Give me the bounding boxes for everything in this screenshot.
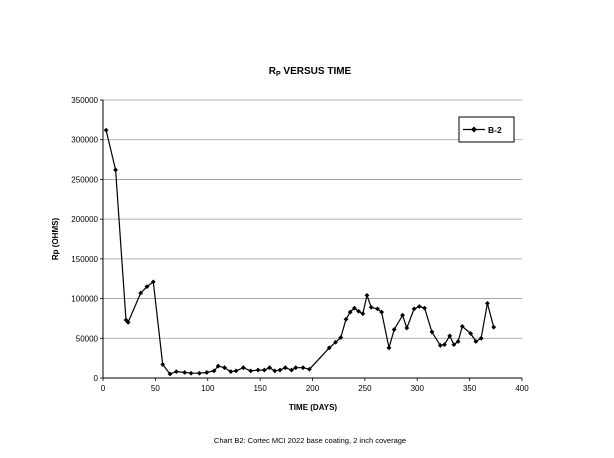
data-point [478,335,484,341]
chart-title: RP VERSUS TIME [269,66,352,78]
y-tick-label: 0 [94,374,99,383]
data-point [416,304,422,309]
data-point [468,331,474,336]
y-tick-label: 150000 [71,255,98,264]
data-point [306,366,312,372]
x-tick-label: 50 [151,384,160,393]
data-point [333,339,338,345]
chart-title-subscript: P [276,71,281,78]
data-point [411,306,417,312]
x-tick-label: 250 [358,384,372,393]
data-point [368,304,374,310]
x-tick-label: 100 [201,384,215,393]
x-tick-label: 350 [463,384,477,393]
data-point [138,290,144,296]
data-point [422,305,427,311]
series-line [105,130,495,375]
x-tick-label: 0 [101,384,106,393]
data-point [437,343,443,348]
data-point [455,339,461,344]
data-point [125,320,131,325]
data-point [282,365,288,371]
data-point [375,306,380,312]
data-point [167,371,173,377]
legend-marker [471,126,477,133]
series-b2 [103,127,497,377]
data-point [188,370,194,376]
legend-label: B-2 [488,125,502,135]
data-point [352,305,357,311]
data-point [485,300,490,306]
data-point [379,309,385,315]
data-point [293,365,299,371]
data-point [360,311,366,317]
data-point [182,370,188,375]
data-point [429,329,435,335]
data-point [326,345,332,351]
y-tick-labels: 0 50000 100000 150000 200000 250000 300000 3500… [71,96,98,383]
data-point [491,324,497,330]
data-point [261,367,267,373]
data-point [272,368,278,374]
y-tick-label: 200000 [71,215,98,224]
y-tick-label: 100000 [71,295,98,304]
data-point [356,308,361,314]
data-point [196,370,202,376]
chart-title-rest: VERSUS TIME [281,66,352,77]
x-tick-labels: 0 50 100 150 200 250 300 350 400 [101,384,529,393]
data-point [233,368,239,374]
data-point [386,345,392,351]
data-point [222,365,227,371]
data-point [347,309,353,315]
data-point [459,323,465,329]
x-tick-label: 200 [306,384,320,393]
axes [102,100,523,381]
legend: B-2 [458,116,515,143]
y-axis-label: Rp (OHMS) [51,218,60,261]
data-point [173,369,179,375]
data-point [400,312,405,318]
data-point [447,333,453,339]
data-point [211,368,217,374]
data-point [113,167,118,173]
y-tick-label: 350000 [71,96,98,105]
y-tick-label: 300000 [71,136,98,145]
x-tick-label: 300 [411,384,425,393]
data-point [267,365,272,371]
data-point [144,284,150,290]
x-tick-label: 150 [253,384,267,393]
data-point [451,342,457,348]
data-point [300,365,306,371]
data-point [277,367,283,373]
data-point [123,317,129,323]
data-point [204,370,210,375]
data-point [150,279,156,285]
y-tick-label: 50000 [76,334,99,343]
y-gridlines [100,99,522,379]
x-tick-label: 400 [515,384,529,393]
data-point [343,316,349,322]
data-point [289,367,294,373]
data-point [103,127,109,133]
data-point [160,362,166,367]
data-point [404,325,410,331]
x-axis-label: TIME (DAYS) [289,403,337,412]
chart-title-main: R [269,66,277,77]
data-point [240,365,246,371]
data-point [364,292,370,298]
data-point [473,339,479,344]
data-point [442,342,447,348]
data-point [391,327,397,332]
data-point [338,335,344,340]
data-point [215,363,221,369]
data-point [255,367,261,373]
y-tick-label: 250000 [71,175,98,184]
chart-caption: Chart B2: Cortec MCI 2022 base coating, … [214,436,406,445]
data-point [248,368,254,374]
data-point [228,369,234,375]
